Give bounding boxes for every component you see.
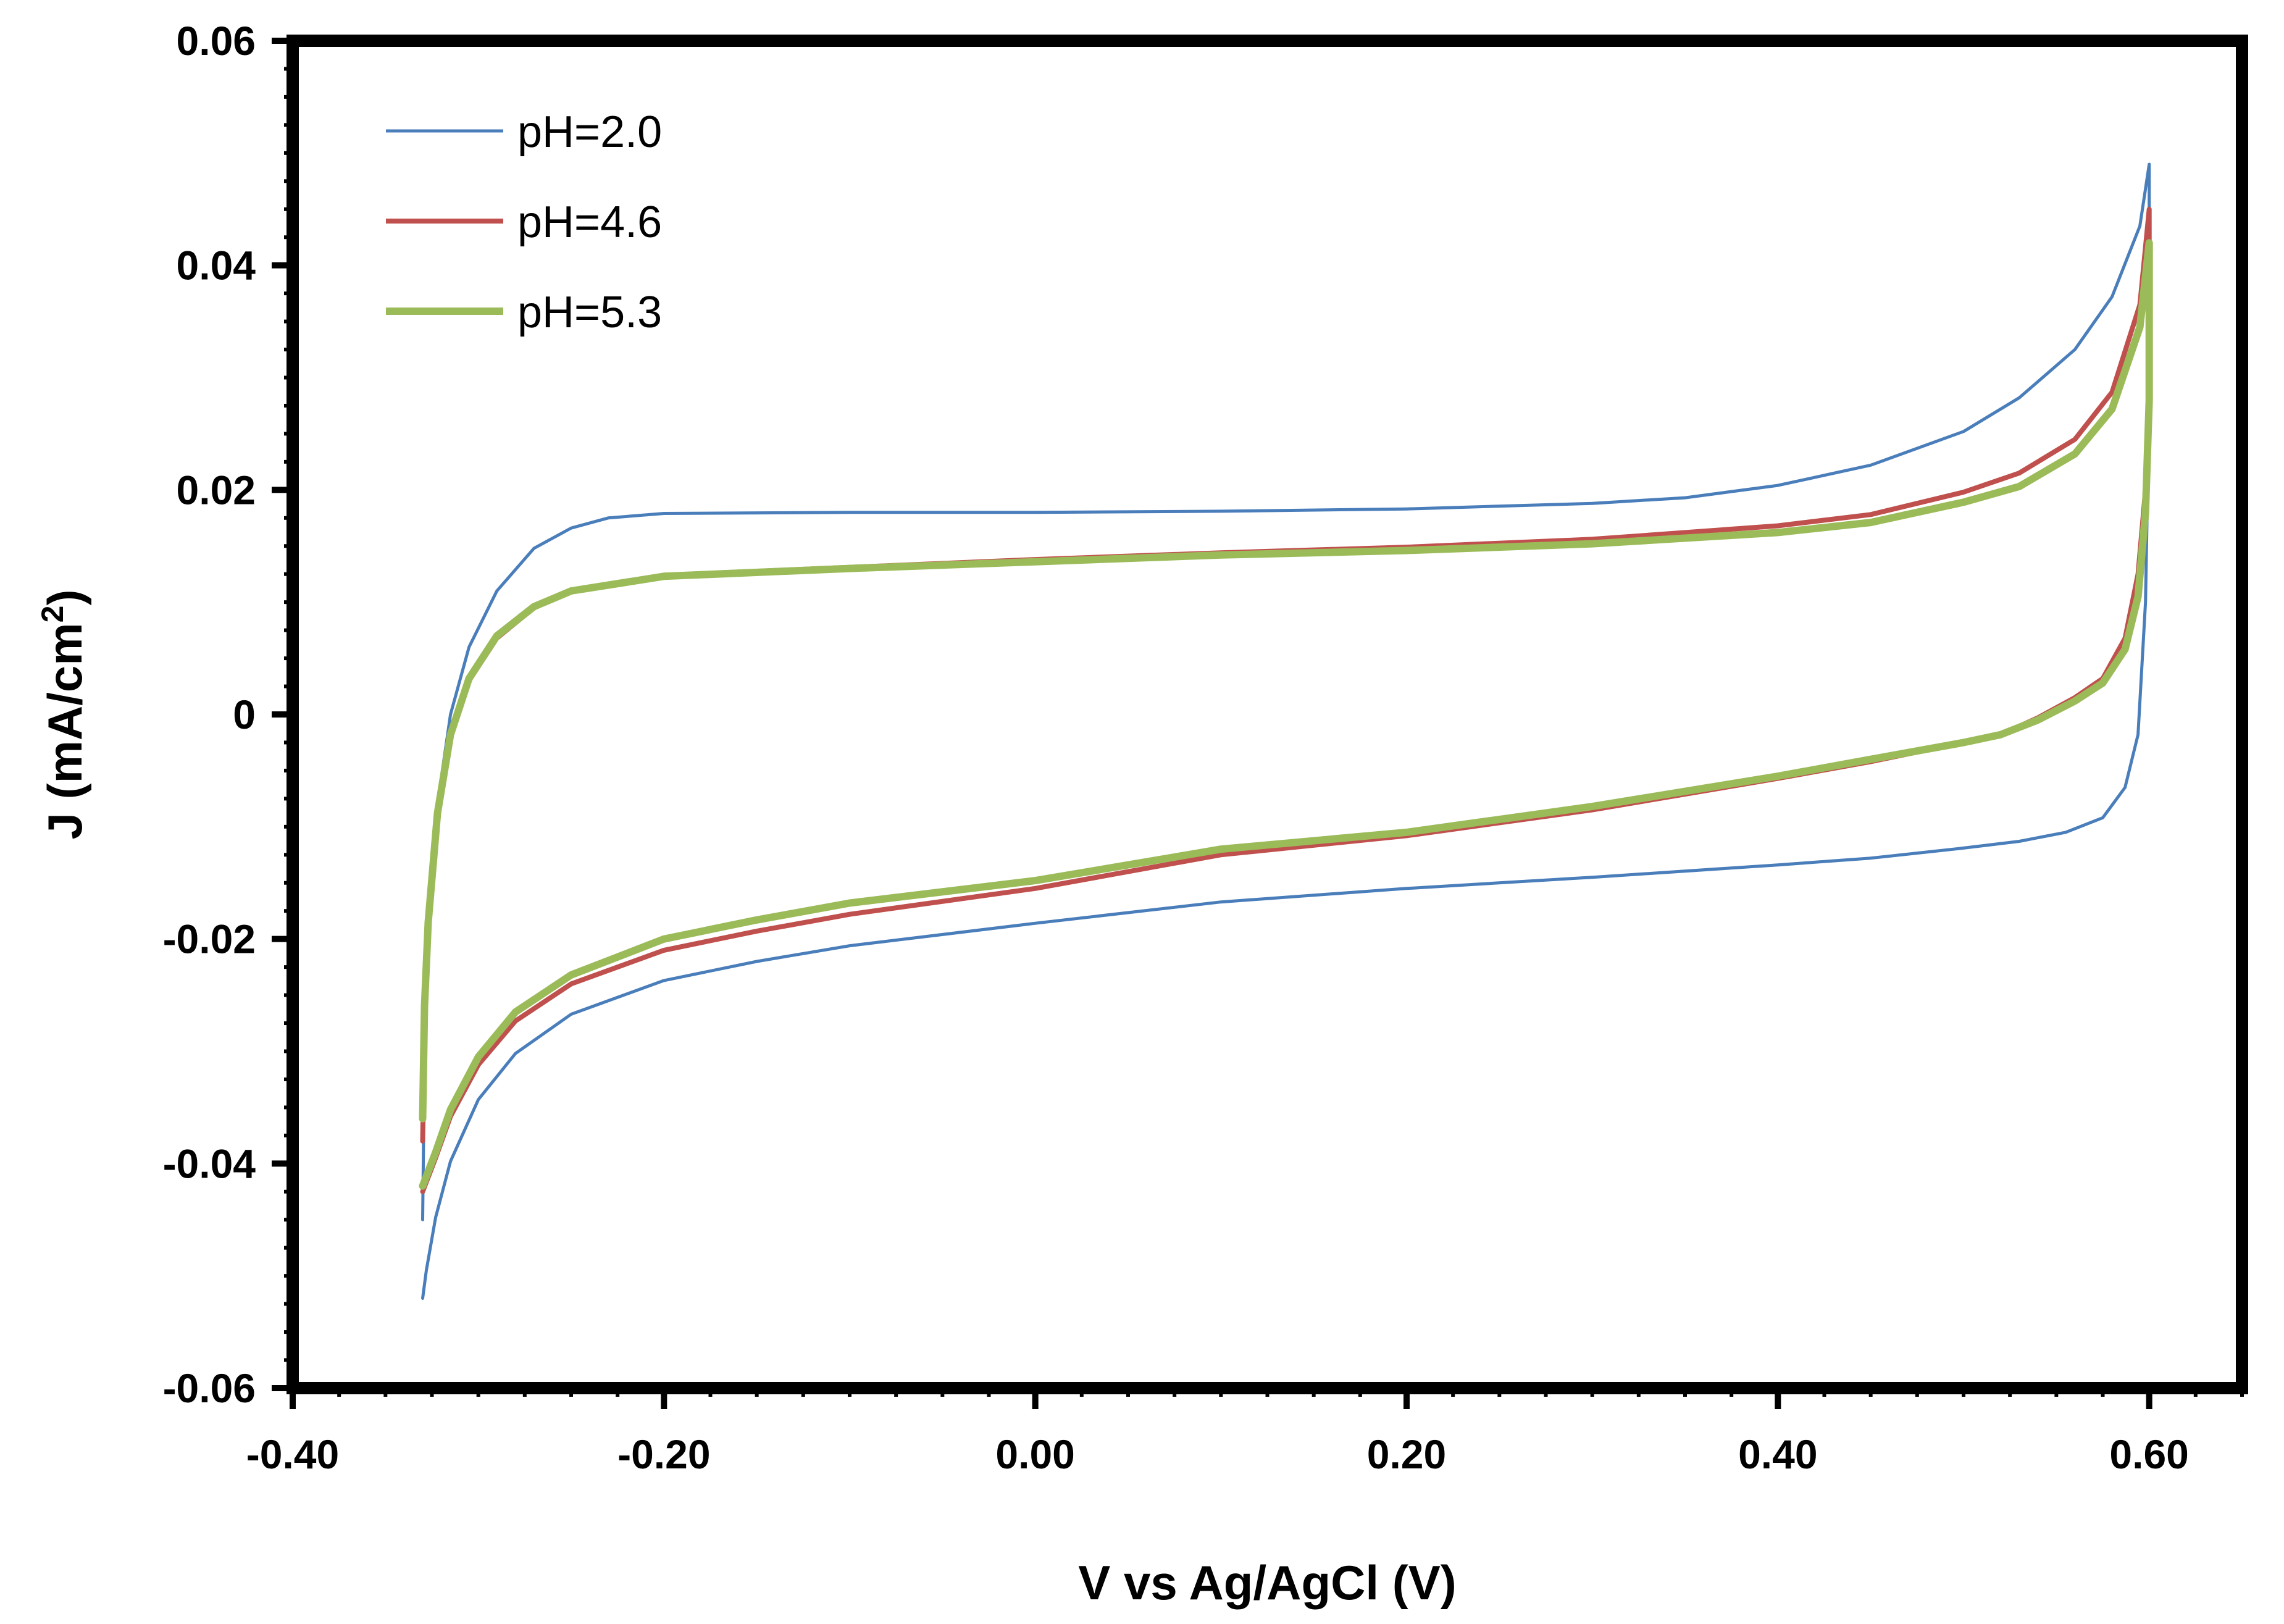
y-tick-label: 0.06 — [177, 18, 256, 64]
x-tick-label: -0.40 — [246, 1431, 339, 1477]
plot-series — [419, 162, 2153, 1300]
y-tick-label: 0.02 — [177, 467, 256, 513]
x-axis: -0.40 -0.20 0.00 0.20 0.40 0.60 — [246, 1388, 2244, 1477]
y-axis-title: J (mA/cm2) — [35, 590, 92, 840]
legend-label-1: pH=2.0 — [517, 107, 662, 157]
legend-label-2: pH=4.6 — [517, 198, 662, 247]
series-line-3 — [419, 239, 2153, 1190]
y-axis-title-main: J (mA/cm — [38, 622, 92, 839]
y-tick-label: -0.06 — [163, 1365, 256, 1411]
x-tick-label: 0.20 — [1367, 1431, 1446, 1477]
y-tick-label: -0.04 — [163, 1141, 256, 1186]
x-tick-label: 0.40 — [1738, 1431, 1817, 1477]
series-line-1 — [421, 162, 2151, 1300]
legend: pH=2.0 pH=4.6 pH=5.3 — [386, 107, 662, 337]
legend-label-3: pH=5.3 — [517, 288, 662, 337]
y-axis-title-close: ) — [38, 590, 92, 606]
y-tick-label: -0.02 — [163, 916, 256, 962]
y-axis: -0.06 -0.04 -0.02 0 0.02 0.04 0.06 — [163, 18, 293, 1411]
y-axis-title-superscript: 2 — [35, 606, 70, 623]
x-tick-label: 0.60 — [2109, 1431, 2188, 1477]
y-tick-label: 0.04 — [177, 243, 256, 288]
y-tick-label: 0 — [233, 692, 256, 737]
x-tick-label: -0.20 — [617, 1431, 710, 1477]
x-tick-label: 0.00 — [995, 1431, 1074, 1477]
x-axis-title: V vs Ag/AgCl (V) — [1078, 1555, 1457, 1610]
